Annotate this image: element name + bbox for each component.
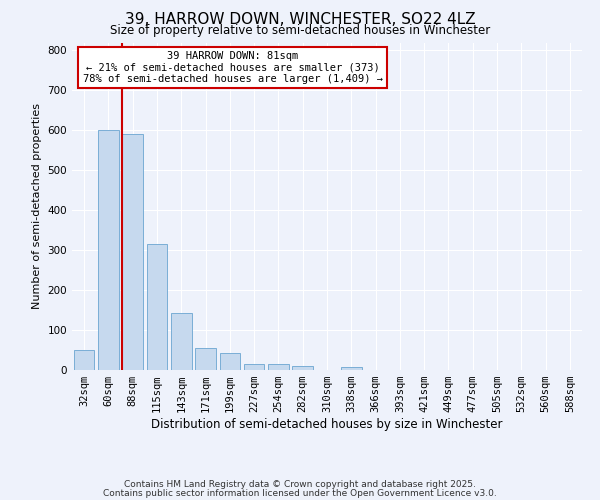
Bar — [195, 348, 216, 370]
Text: Contains public sector information licensed under the Open Government Licence v3: Contains public sector information licen… — [103, 488, 497, 498]
Bar — [122, 134, 143, 370]
X-axis label: Distribution of semi-detached houses by size in Winchester: Distribution of semi-detached houses by … — [151, 418, 503, 431]
Bar — [244, 364, 265, 370]
Text: 39 HARROW DOWN: 81sqm
← 21% of semi-detached houses are smaller (373)
78% of sem: 39 HARROW DOWN: 81sqm ← 21% of semi-deta… — [83, 50, 383, 84]
Bar — [292, 366, 313, 370]
Bar — [146, 244, 167, 370]
Y-axis label: Number of semi-detached properties: Number of semi-detached properties — [32, 104, 42, 309]
Text: Size of property relative to semi-detached houses in Winchester: Size of property relative to semi-detach… — [110, 24, 490, 37]
Text: 39, HARROW DOWN, WINCHESTER, SO22 4LZ: 39, HARROW DOWN, WINCHESTER, SO22 4LZ — [125, 12, 475, 28]
Bar — [220, 353, 240, 370]
Bar — [74, 350, 94, 370]
Bar — [171, 313, 191, 370]
Bar — [98, 130, 119, 370]
Bar — [341, 367, 362, 370]
Text: Contains HM Land Registry data © Crown copyright and database right 2025.: Contains HM Land Registry data © Crown c… — [124, 480, 476, 489]
Bar — [268, 364, 289, 370]
